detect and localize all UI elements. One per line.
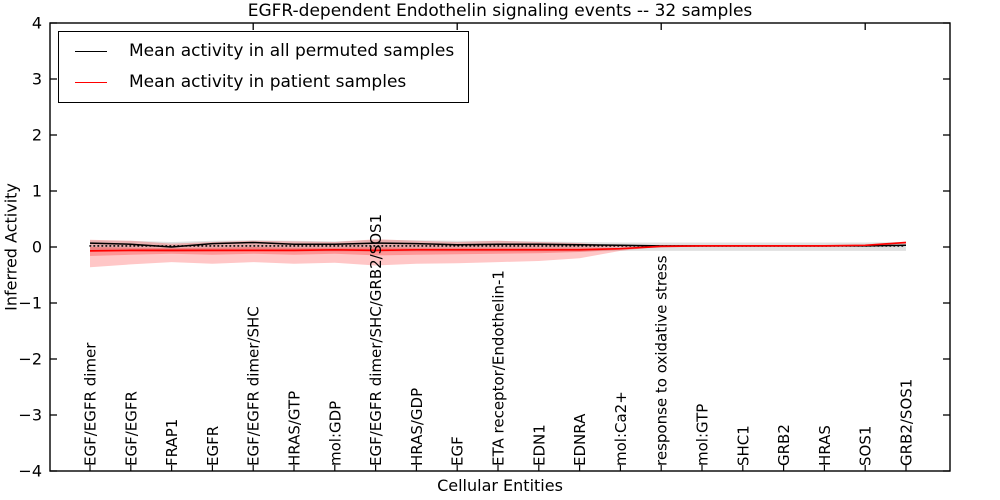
x-category-label: HRAS/GDP xyxy=(408,388,426,466)
x-category-label: EGF xyxy=(449,436,467,466)
legend-line-red-icon xyxy=(75,82,107,84)
legend: Mean activity in all permuted samples Me… xyxy=(58,31,470,103)
x-category-label: EDNRA xyxy=(571,413,589,466)
x-category-label: HRAS/GTP xyxy=(286,391,304,466)
chart-title: EGFR-dependent Endothelin signaling even… xyxy=(247,1,753,21)
legend-item-permuted: Mean activity in all permuted samples xyxy=(71,41,454,61)
x-category-label: HRAS xyxy=(816,425,834,466)
x-axis-label: Cellular Entities xyxy=(437,476,563,495)
legend-label-patient: Mean activity in patient samples xyxy=(129,72,407,93)
y-tick-label: 3 xyxy=(32,70,42,89)
y-tick-label: −3 xyxy=(18,406,42,425)
x-category-label: mol:GTP xyxy=(694,404,712,466)
x-category-label: mol:GDP xyxy=(326,401,344,466)
legend-line-black-icon xyxy=(75,50,107,52)
y-tick-label: 4 xyxy=(32,14,42,33)
y-tick-label: −1 xyxy=(18,294,42,313)
x-category-label: mol:Ca2+ xyxy=(612,391,630,466)
x-category-label: EGF/EGFR dimer/SHC/GRB2/SOS1 xyxy=(367,214,385,466)
y-tick-label: −4 xyxy=(18,462,42,481)
series-line-solid-ff0000 xyxy=(89,241,907,252)
x-category-label: GRB2 xyxy=(775,424,793,466)
x-category-label: GRB2/SOS1 xyxy=(898,379,916,466)
y-tick-label: 0 xyxy=(32,238,42,257)
y-tick-label: −2 xyxy=(18,350,42,369)
x-category-label: ETA receptor/Endothelin-1 xyxy=(490,270,508,466)
legend-label-permuted: Mean activity in all permuted samples xyxy=(129,41,455,61)
legend-item-patient: Mean activity in patient samples xyxy=(71,72,454,92)
x-category-label: EGF/EGFR dimer/SHC xyxy=(245,306,263,466)
x-category-label: EGF/EGFR xyxy=(122,391,140,466)
x-category-label: EDN1 xyxy=(530,424,548,466)
y-tick-label: 1 xyxy=(32,182,42,201)
x-category-label: EGFR xyxy=(204,426,222,466)
x-category-label: response to oxidative stress xyxy=(653,255,671,466)
y-tick-label: 2 xyxy=(32,126,42,145)
x-category-label: FRAP1 xyxy=(163,419,181,466)
x-category-label: SOS1 xyxy=(857,426,875,466)
x-category-label: EGF/EGFR dimer xyxy=(82,342,100,466)
x-category-label: SHC1 xyxy=(734,425,752,466)
